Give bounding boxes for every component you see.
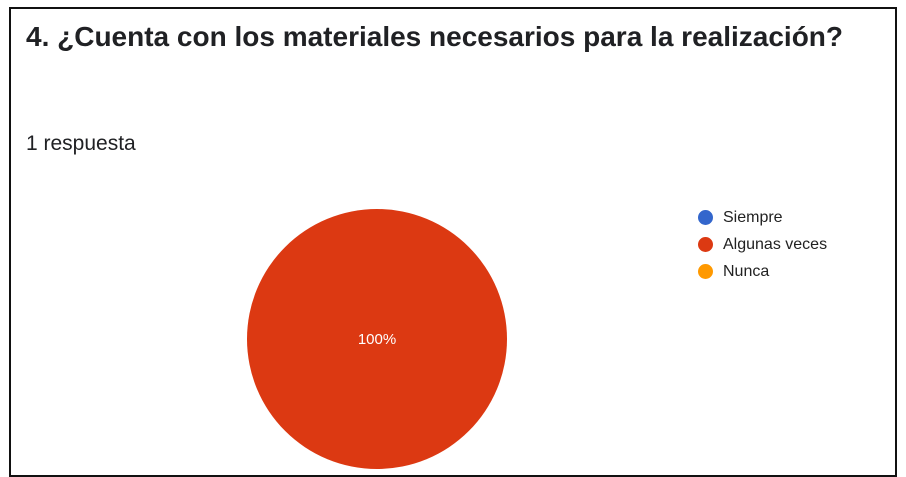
question-title: 4. ¿Cuenta con los materiales necesarios…: [26, 21, 844, 52]
legend-swatch: [698, 237, 713, 252]
question-card: 4. ¿Cuenta con los materiales necesarios…: [9, 7, 897, 477]
legend-item-nunca: Nunca: [698, 258, 827, 285]
legend-label: Algunas veces: [723, 235, 828, 253]
pie-chart: 100%: [247, 209, 507, 469]
legend-label: Siempre: [723, 208, 783, 226]
slice-label: 100%: [358, 331, 396, 348]
legend-swatch: [698, 210, 713, 225]
legend-item-algunas-veces: Algunas veces: [698, 231, 827, 258]
legend-item-siempre: Siempre: [698, 204, 827, 231]
legend-label: Nunca: [723, 262, 770, 280]
pie-slice-algunas-veces: [247, 209, 507, 469]
response-count: 1 respuesta: [26, 132, 136, 155]
chart-legend: Siempre Algunas veces Nunca: [698, 204, 827, 285]
legend-swatch: [698, 264, 713, 279]
